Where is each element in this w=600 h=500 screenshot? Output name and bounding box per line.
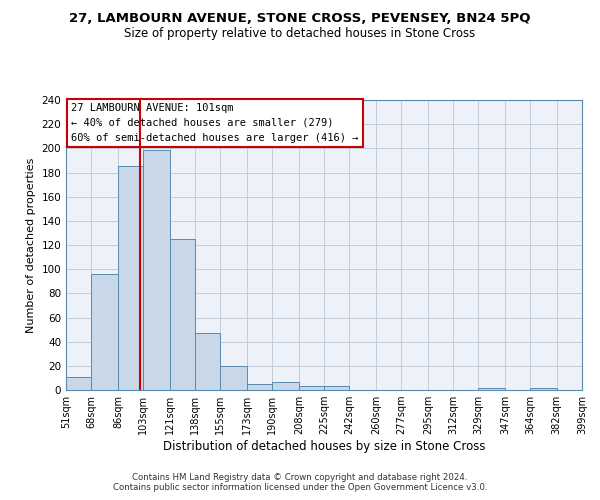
Text: Size of property relative to detached houses in Stone Cross: Size of property relative to detached ho… xyxy=(124,28,476,40)
Bar xyxy=(170,239,195,390)
Text: 27, LAMBOURN AVENUE, STONE CROSS, PEVENSEY, BN24 5PQ: 27, LAMBOURN AVENUE, STONE CROSS, PEVENS… xyxy=(69,12,531,26)
Bar xyxy=(530,388,557,390)
Bar xyxy=(91,274,118,390)
Bar xyxy=(299,386,324,390)
Y-axis label: Number of detached properties: Number of detached properties xyxy=(26,158,36,332)
Text: Contains HM Land Registry data © Crown copyright and database right 2024.
Contai: Contains HM Land Registry data © Crown c… xyxy=(113,473,487,492)
Bar xyxy=(195,333,220,390)
Bar xyxy=(143,150,170,390)
Bar xyxy=(118,166,143,390)
Text: 27 LAMBOURN AVENUE: 101sqm
← 40% of detached houses are smaller (279)
60% of sem: 27 LAMBOURN AVENUE: 101sqm ← 40% of deta… xyxy=(71,103,359,142)
Bar xyxy=(66,376,91,390)
Bar xyxy=(247,384,272,390)
Bar xyxy=(220,366,247,390)
Bar xyxy=(324,386,349,390)
X-axis label: Distribution of detached houses by size in Stone Cross: Distribution of detached houses by size … xyxy=(163,440,485,453)
Bar xyxy=(478,388,505,390)
Bar xyxy=(272,382,299,390)
